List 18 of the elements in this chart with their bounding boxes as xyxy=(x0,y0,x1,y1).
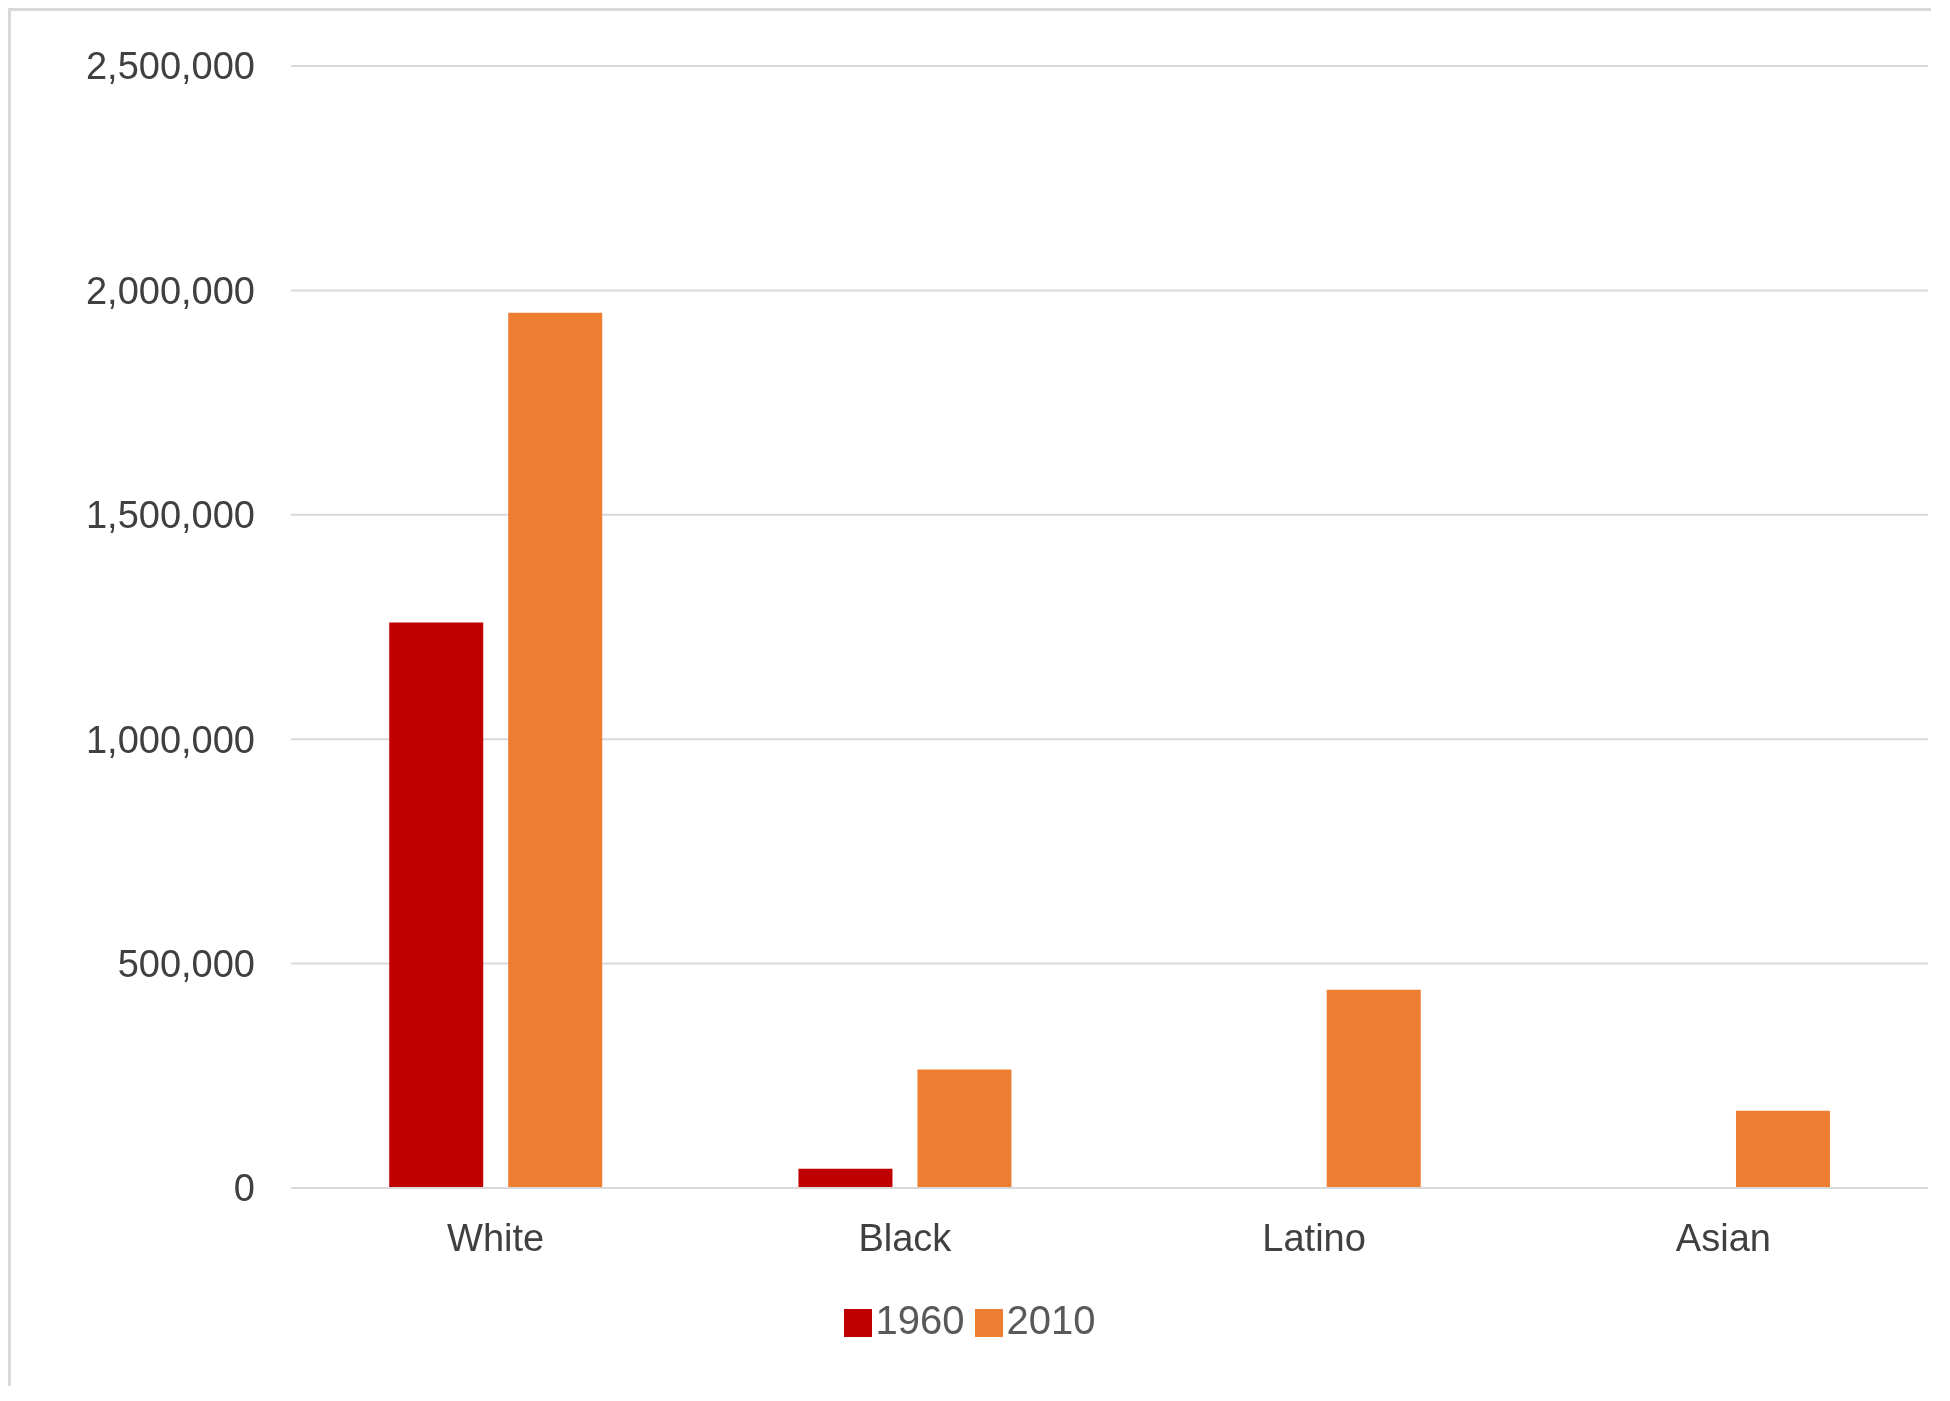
legend-label: 1960 xyxy=(875,1298,965,1342)
y-tick-label: 500,000 xyxy=(117,943,255,986)
bar xyxy=(508,312,603,1188)
y-tick-label: 2,000,000 xyxy=(85,269,255,312)
x-tick-label: Black xyxy=(858,1216,953,1259)
bar xyxy=(1326,989,1421,1188)
x-tick-label: Asian xyxy=(1675,1216,1771,1259)
x-tick-label: Latino xyxy=(1262,1216,1366,1259)
y-tick-label: 0 xyxy=(233,1167,255,1210)
y-tick-label: 2,500,000 xyxy=(85,45,255,88)
x-tick-label: White xyxy=(447,1216,545,1259)
y-tick-label: 1,500,000 xyxy=(85,494,255,537)
y-tick-label: 1,000,000 xyxy=(85,718,255,761)
bar xyxy=(798,1168,893,1188)
bar xyxy=(917,1069,1012,1188)
bar xyxy=(389,622,484,1188)
bar xyxy=(1735,1110,1830,1188)
legend-label: 2010 xyxy=(1006,1298,1096,1342)
